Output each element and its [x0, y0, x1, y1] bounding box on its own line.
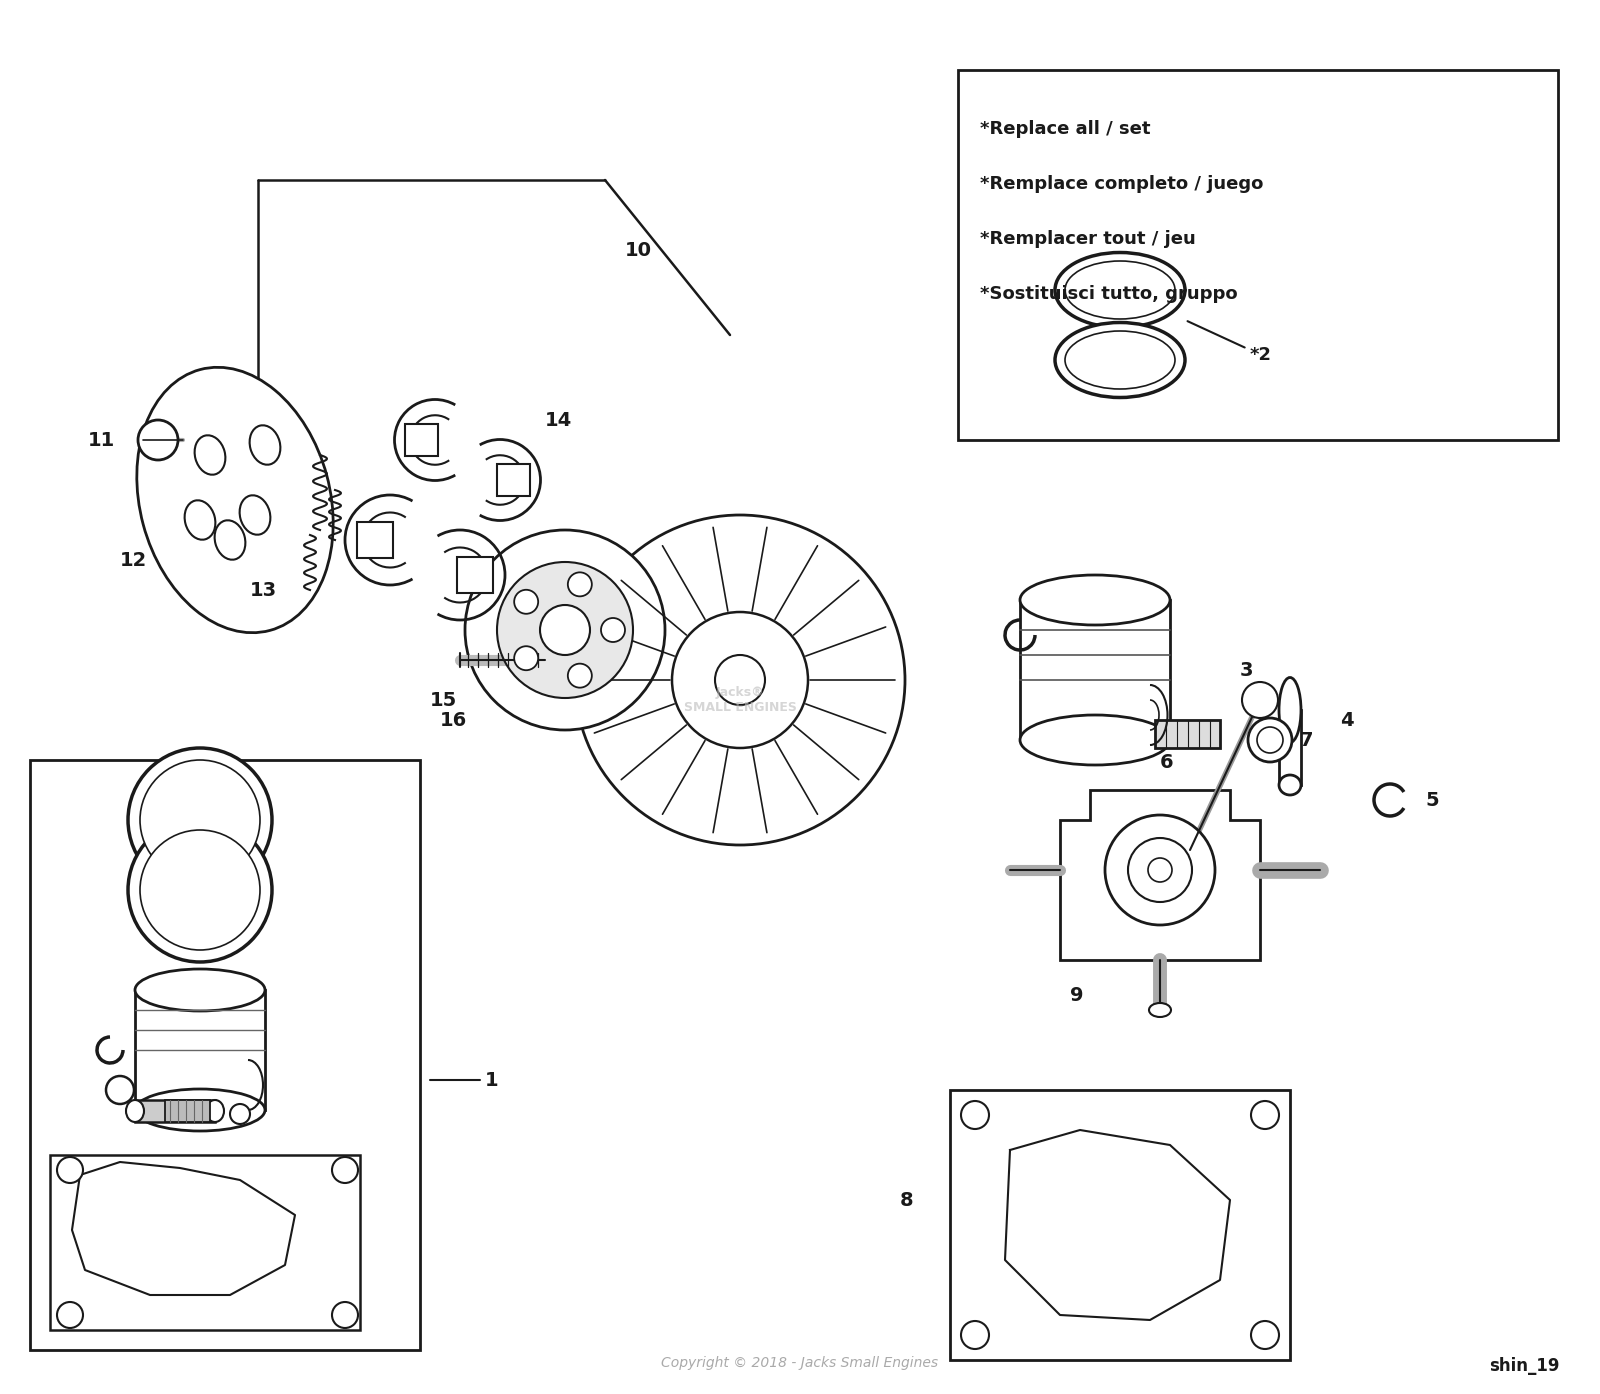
Text: Copyright © 2018 - Jacks Small Engines: Copyright © 2018 - Jacks Small Engines: [661, 1356, 939, 1370]
Text: 15: 15: [430, 690, 458, 710]
Ellipse shape: [1278, 775, 1301, 795]
Circle shape: [333, 1157, 358, 1184]
Circle shape: [541, 605, 590, 655]
Bar: [50, 1156, 360, 1330]
Circle shape: [1128, 838, 1192, 902]
Ellipse shape: [138, 367, 333, 633]
Circle shape: [568, 664, 592, 687]
Circle shape: [58, 1157, 83, 1184]
Ellipse shape: [1021, 574, 1170, 625]
Text: 13: 13: [250, 580, 277, 599]
Bar: [1155, 719, 1221, 749]
Ellipse shape: [250, 425, 280, 464]
Text: 10: 10: [626, 241, 653, 259]
Ellipse shape: [214, 520, 245, 560]
Circle shape: [58, 1302, 83, 1328]
Text: 9: 9: [1070, 986, 1083, 1005]
Circle shape: [1251, 1322, 1278, 1349]
Text: shin_19: shin_19: [1490, 1356, 1560, 1374]
Circle shape: [333, 1302, 358, 1328]
Circle shape: [715, 655, 765, 705]
Circle shape: [230, 1104, 250, 1124]
Circle shape: [962, 1322, 989, 1349]
Text: *Remplacer tout / jeu: *Remplacer tout / jeu: [979, 230, 1195, 248]
Circle shape: [1106, 815, 1214, 926]
Text: 16: 16: [440, 711, 467, 729]
Ellipse shape: [134, 1089, 266, 1131]
Circle shape: [141, 829, 261, 949]
Circle shape: [1258, 728, 1283, 753]
Text: 8: 8: [901, 1190, 914, 1210]
Ellipse shape: [126, 1100, 144, 1122]
Circle shape: [514, 590, 538, 613]
Ellipse shape: [1054, 252, 1186, 328]
Circle shape: [1248, 718, 1293, 763]
Bar: [134, 990, 266, 1110]
Text: 7: 7: [1299, 730, 1314, 750]
Circle shape: [1251, 1101, 1278, 1129]
Bar: [498, 464, 530, 496]
Text: 3: 3: [1240, 661, 1253, 679]
Bar: [357, 521, 394, 558]
Ellipse shape: [1066, 330, 1174, 389]
Text: 4: 4: [1341, 711, 1354, 729]
Text: 5: 5: [1426, 790, 1438, 810]
Bar: [458, 558, 493, 592]
Bar: [134, 1100, 214, 1122]
Circle shape: [106, 1076, 134, 1104]
Ellipse shape: [1278, 677, 1301, 743]
Ellipse shape: [240, 495, 270, 535]
Text: 11: 11: [88, 431, 115, 449]
Bar: [405, 424, 438, 456]
Bar: [1021, 599, 1170, 740]
Text: 6: 6: [1160, 753, 1174, 771]
Text: *2: *2: [1187, 321, 1272, 364]
Polygon shape: [1059, 790, 1261, 960]
Text: 12: 12: [120, 551, 147, 570]
Bar: [165, 1100, 210, 1122]
Bar: [950, 1090, 1290, 1361]
Circle shape: [962, 1101, 989, 1129]
Ellipse shape: [134, 969, 266, 1011]
Circle shape: [514, 647, 538, 671]
Circle shape: [1149, 857, 1171, 882]
Circle shape: [138, 420, 178, 460]
Ellipse shape: [184, 500, 216, 539]
Ellipse shape: [1021, 715, 1170, 765]
Circle shape: [672, 612, 808, 749]
Circle shape: [141, 760, 261, 880]
Ellipse shape: [1149, 1004, 1171, 1018]
Circle shape: [602, 618, 626, 643]
Circle shape: [128, 818, 272, 962]
Circle shape: [574, 514, 906, 845]
Text: 1: 1: [485, 1071, 499, 1090]
Text: Jacks®
SMALL ENGINES: Jacks® SMALL ENGINES: [683, 686, 797, 714]
Bar: [958, 70, 1558, 441]
Bar: [30, 760, 421, 1349]
Circle shape: [1242, 682, 1278, 718]
Ellipse shape: [195, 435, 226, 475]
Ellipse shape: [1066, 261, 1174, 319]
Ellipse shape: [1054, 322, 1186, 397]
Text: *Replace all / set: *Replace all / set: [979, 120, 1150, 138]
Text: 14: 14: [546, 410, 573, 429]
Circle shape: [466, 530, 666, 730]
Circle shape: [128, 749, 272, 892]
Bar: [1278, 710, 1301, 785]
Text: *Remplace completo / juego: *Remplace completo / juego: [979, 176, 1264, 192]
Ellipse shape: [206, 1100, 224, 1122]
Text: *Sostituisci tutto, gruppo: *Sostituisci tutto, gruppo: [979, 284, 1238, 302]
Circle shape: [498, 562, 634, 698]
Circle shape: [568, 573, 592, 597]
